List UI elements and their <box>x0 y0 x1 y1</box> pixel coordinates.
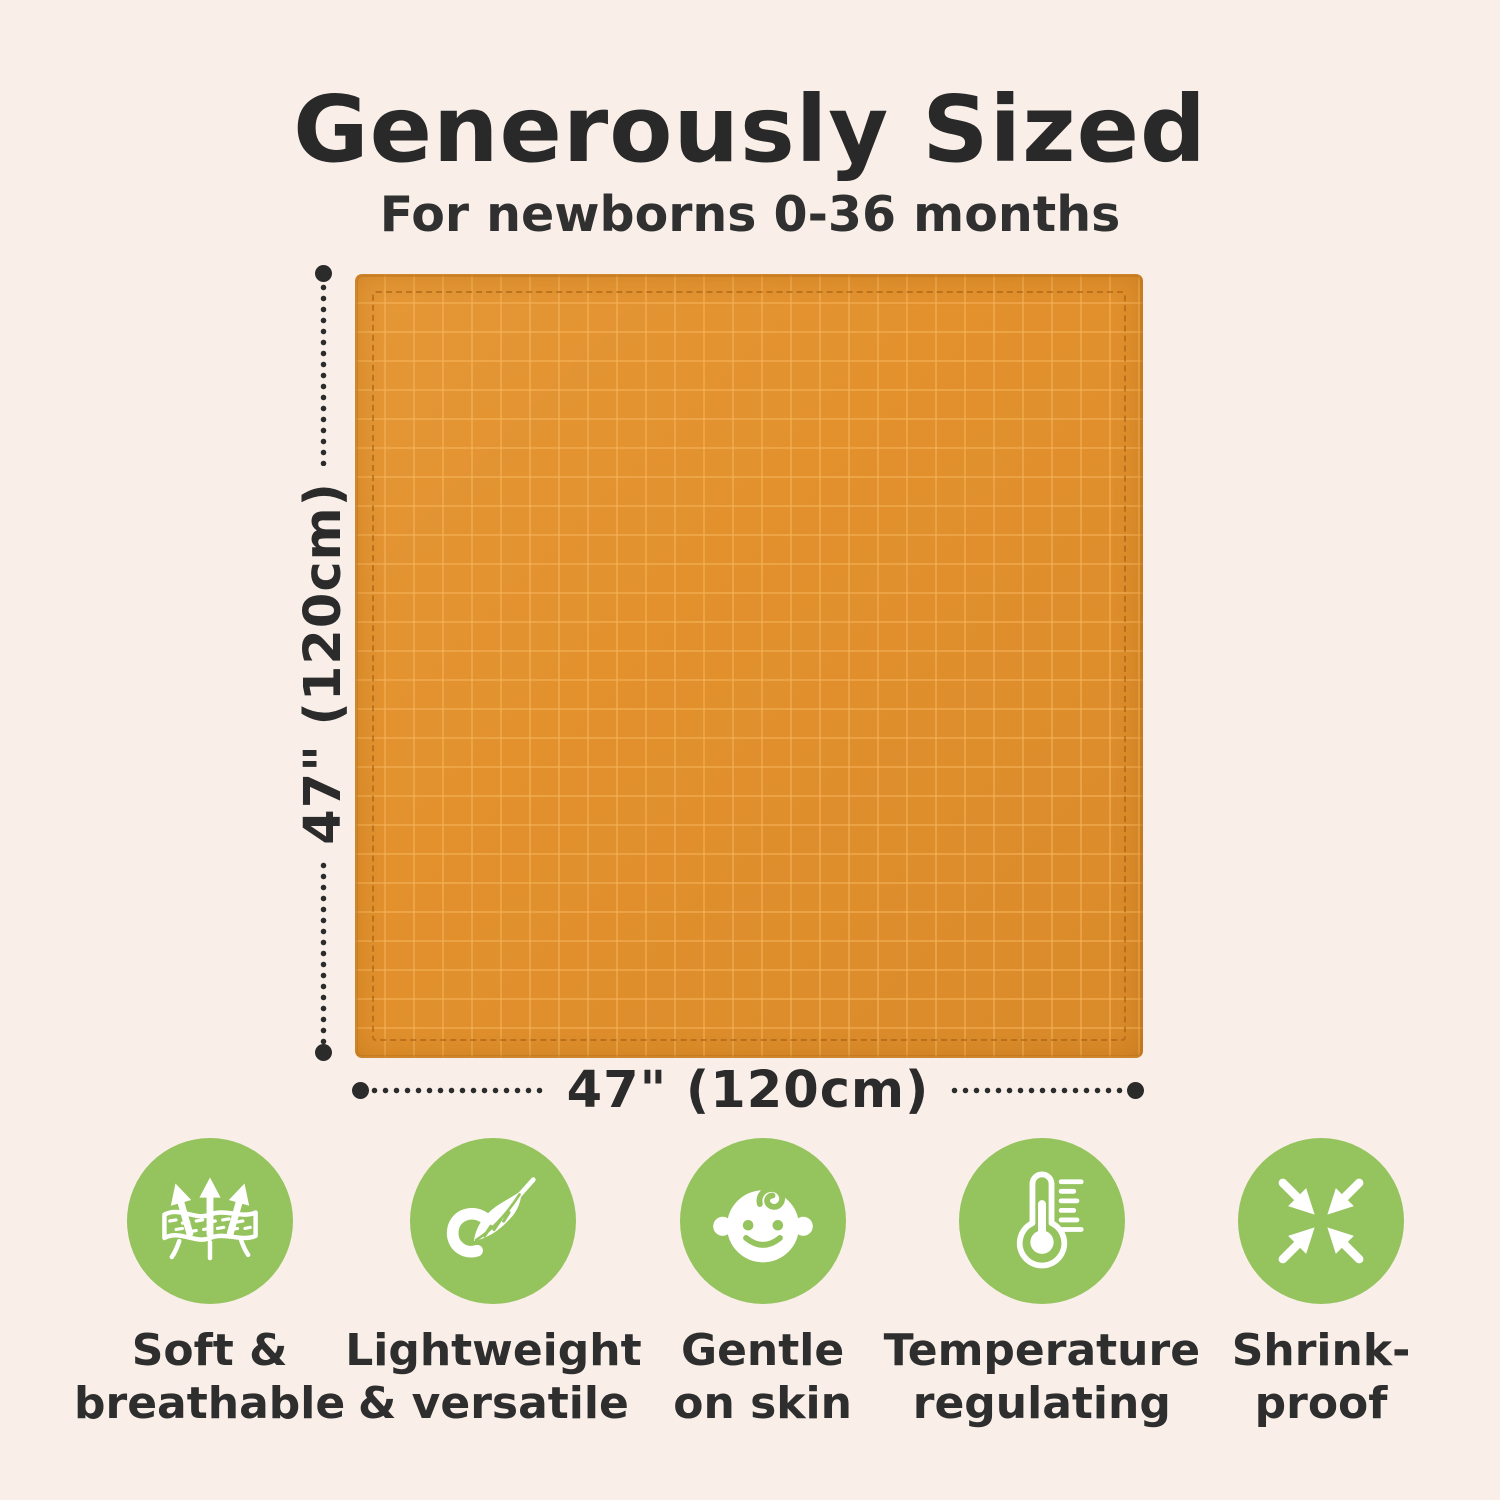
feature-label-line1: Lightweight <box>345 1325 642 1376</box>
dimension-endpoint-dot <box>314 265 332 282</box>
feather-icon <box>447 1177 537 1258</box>
feature-label-line1: Soft & <box>131 1325 288 1376</box>
width-dimension: 47" (120cm) <box>352 1061 1144 1120</box>
feature-label-line2: regulating <box>912 1378 1171 1429</box>
dotted-line-vertical <box>319 860 327 1044</box>
feature-gentle-on-skin: Gentle on skin <box>642 1138 884 1430</box>
width-dimension-label: 47" (120cm) <box>566 1060 930 1120</box>
dotted-line-vertical <box>319 282 327 466</box>
feature-label-line2: breathable <box>74 1378 346 1429</box>
dotted-line-horizontal <box>949 1086 1127 1094</box>
feature-label: Soft & breathable <box>74 1324 345 1430</box>
feature-lightweight-versatile: Lightweight & versatile <box>345 1138 642 1430</box>
feature-shrink-proof: Shrink- proof <box>1200 1138 1442 1430</box>
feature-label: Gentle on skin <box>673 1324 852 1430</box>
feature-label-line2: on skin <box>673 1378 852 1429</box>
feature-badge <box>679 1138 846 1304</box>
feature-badge <box>410 1138 577 1304</box>
dotted-line-horizontal <box>369 1086 547 1094</box>
feature-label-line1: Gentle <box>680 1325 845 1376</box>
feature-temperature-regulating: Temperature regulating <box>884 1138 1201 1430</box>
page-subtitle: For newborns 0-36 months <box>379 186 1121 243</box>
breathable-fabric-icon <box>161 1177 258 1261</box>
baby-face-icon <box>712 1186 813 1263</box>
feature-label-line1: Temperature <box>883 1325 1201 1376</box>
height-dimension: 47" (120cm) <box>293 265 353 1061</box>
feature-label-line2: proof <box>1254 1378 1388 1429</box>
feature-label: Temperature regulating <box>884 1324 1201 1430</box>
height-dimension-label: 47" (120cm) <box>293 481 353 845</box>
thermometer-icon <box>1016 1171 1084 1269</box>
feature-list: Soft & breathable <box>74 1138 1442 1430</box>
feature-badge <box>1238 1138 1405 1304</box>
dimension-endpoint-dot <box>314 1044 332 1061</box>
feature-badge <box>958 1138 1125 1304</box>
dimension-endpoint-dot <box>1127 1081 1144 1099</box>
feature-label-line2: & versatile <box>357 1378 629 1429</box>
dimension-endpoint-dot <box>352 1081 369 1099</box>
feature-label-line1: Shrink- <box>1231 1325 1411 1376</box>
feature-label: Shrink- proof <box>1232 1324 1411 1430</box>
feature-label: Lightweight & versatile <box>345 1324 641 1430</box>
shrink-arrows-icon <box>1278 1178 1364 1264</box>
muslin-blanket-image <box>355 274 1143 1058</box>
feature-badge <box>126 1138 293 1304</box>
feature-soft-breathable: Soft & breathable <box>74 1138 345 1430</box>
page-title: Generously Sized <box>293 76 1207 183</box>
